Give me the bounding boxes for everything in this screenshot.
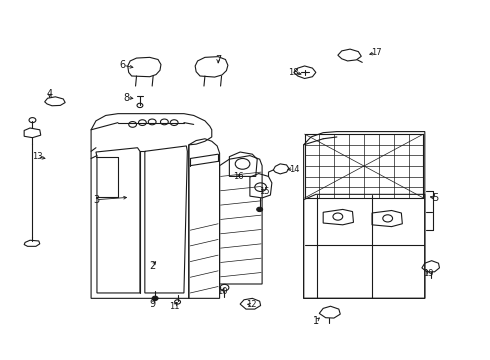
Circle shape [152,296,158,301]
Text: 8: 8 [123,93,130,103]
Circle shape [257,207,263,212]
Text: 2: 2 [149,261,155,271]
Text: 13: 13 [32,152,43,161]
Text: 17: 17 [370,48,381,57]
Text: 12: 12 [246,300,257,309]
Text: 9: 9 [149,299,155,309]
Text: 11: 11 [169,302,179,311]
Text: 6: 6 [120,60,126,70]
Text: 7: 7 [215,55,221,65]
Text: 5: 5 [433,193,439,203]
Text: 4: 4 [47,89,52,99]
Text: 10: 10 [217,287,227,296]
Text: 3: 3 [93,195,99,205]
Text: 18: 18 [289,68,299,77]
Text: 15: 15 [259,187,270,196]
Text: 16: 16 [233,172,244,181]
Text: 19: 19 [423,269,434,278]
Text: 1: 1 [313,316,319,325]
Text: 14: 14 [289,165,299,174]
